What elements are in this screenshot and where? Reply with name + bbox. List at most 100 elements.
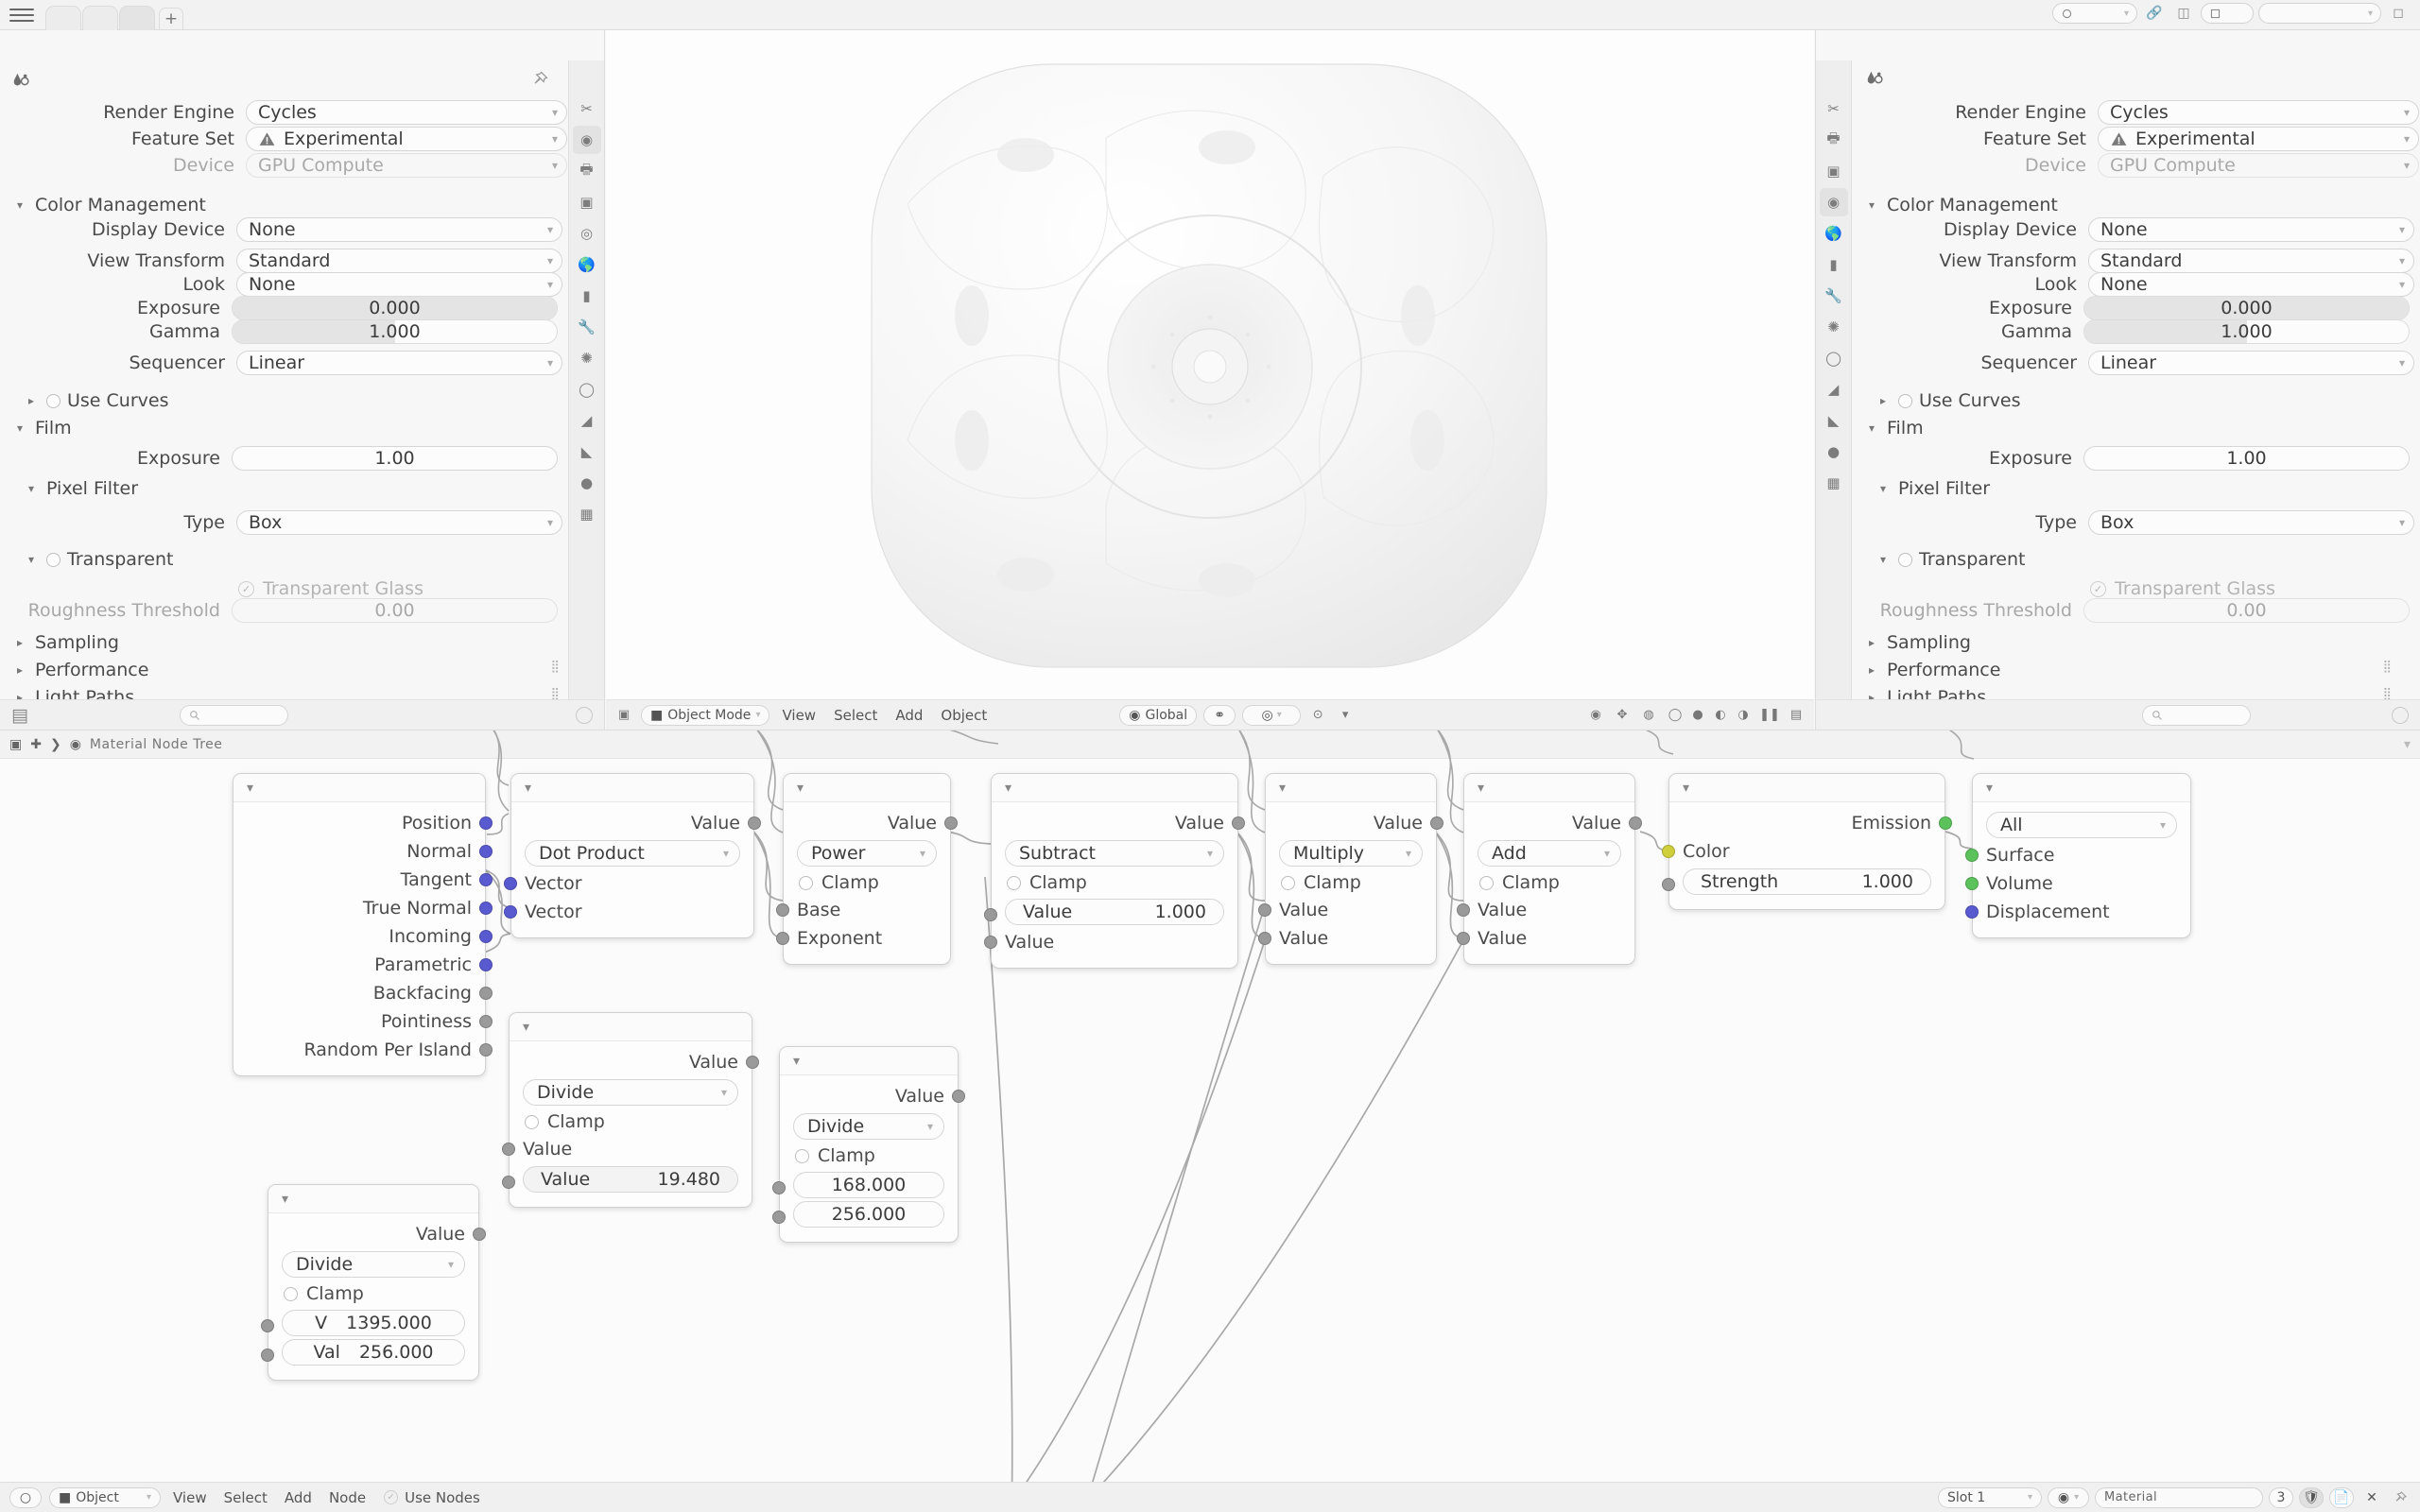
chevron-down-icon[interactable]: ▾ [525,780,532,796]
node-output-incoming[interactable]: Incoming [233,922,493,951]
node-input-vector-1[interactable]: Vector [504,869,753,898]
view-transform-dropdown[interactable]: Standard ▾ [2088,249,2414,273]
tab-constraints[interactable]: ◢ [1827,381,1840,398]
copy-icon[interactable]: ◫ [2177,6,2190,21]
properties-search-input-left[interactable] [180,704,288,726]
tab-view-layer[interactable]: ▣ [1826,163,1841,180]
clamp-row[interactable]: Clamp [784,869,950,896]
clamp-row[interactable]: Clamp [1266,869,1436,896]
socket-incoming[interactable] [479,930,493,943]
socket-exponent[interactable] [776,932,789,945]
node-header[interactable]: ▾ [511,774,753,802]
look-dropdown[interactable]: None ▾ [2088,272,2414,297]
tab-object[interactable]: ▮ [582,287,591,304]
tab-texture[interactable]: ▦ [1826,474,1841,491]
math-multiply-node[interactable]: ▾ Value Multiply ▾ Clamp Value Value [1258,773,1443,965]
fake-user-icon[interactable]: 🛡 [2299,1486,2324,1508]
tab-particles[interactable]: ✺ [1827,318,1840,335]
cursor-icon[interactable]: ○ [9,1486,42,1508]
add-icon[interactable]: ✚ [30,736,42,752]
clamp-checkbox[interactable] [1281,875,1295,890]
socket-value-1[interactable] [1457,903,1470,917]
material-slot-dropdown[interactable]: Slot 1 ▾ [1938,1486,2042,1508]
socket-parametric[interactable] [479,958,493,971]
tab-render[interactable]: ◉ [572,126,601,154]
node-output-emission[interactable]: Emission [1669,809,1952,837]
material-output-node[interactable]: ▾ All ▾ Surface Volume Displacement [1965,773,2191,938]
socket-base[interactable] [776,903,789,917]
snap-target-icon[interactable]: ⊙ [1312,708,1323,722]
display-device-dropdown[interactable]: None ▾ [2088,217,2414,242]
node-input-value-2[interactable]: Value [984,928,1237,956]
view-transform-dropdown[interactable]: Standard ▾ [236,249,562,273]
use-nodes-checkbox[interactable]: ✓ [384,1490,399,1504]
socket-value-2[interactable] [1457,932,1470,945]
node-input-value-2[interactable]: Value [1457,924,1634,953]
pin-icon[interactable] [2390,1487,2411,1508]
socket-vector[interactable] [504,905,517,919]
clamp-checkbox[interactable] [795,1148,809,1163]
wireframe-icon[interactable]: ◯ [1668,708,1683,722]
pause-icon[interactable]: ❚❚ [1759,708,1780,722]
socket-value-2[interactable] [772,1211,786,1224]
shader-node-editor[interactable]: ▣ ✚ ❯ ◉ Material Node Tree ▾ [0,730,2420,1482]
socket-true-normal[interactable] [479,902,493,915]
socket-value[interactable] [473,1228,486,1241]
gamma-slider[interactable]: 1.000 [2083,319,2410,344]
node-output-normal[interactable]: Normal [233,837,493,866]
use-curves-checkbox[interactable] [46,393,60,408]
socket-value-1[interactable] [984,908,997,921]
socket-color[interactable] [1662,845,1675,858]
chevron-down-icon[interactable]: ▾ [1683,780,1690,796]
socket-value-1[interactable] [772,1181,786,1194]
socket-displacement[interactable] [1965,905,1979,919]
node-header[interactable]: ▾ [784,774,950,802]
feature-set-dropdown[interactable]: Experimental ▾ [246,127,567,151]
emission-node[interactable]: ▾ Emission Color Strength 1.000 [1662,773,1952,910]
node-input-exponent[interactable]: Exponent [776,924,950,953]
material-browse-icon[interactable]: ◉ ▾ [2048,1486,2089,1508]
hamburger-icon[interactable] [9,5,34,26]
tab-material[interactable]: ● [1826,443,1841,460]
socket-value-2[interactable] [984,936,997,949]
math-add-node[interactable]: ▾ Value Add ▾ Clamp Value Value [1457,773,1642,965]
geometry-node[interactable]: ▾ Position Normal Tangent True Normal In… [233,773,493,1076]
tab-object[interactable]: ▮ [1829,256,1838,273]
node-input-surface[interactable]: Surface [1965,841,2190,869]
tab-data[interactable]: ◣ [580,443,593,460]
node-output-value[interactable]: Value [268,1220,486,1248]
exposure-slider[interactable]: 0.000 [2083,296,2410,320]
menu-object[interactable]: Object [941,706,988,724]
section-color-management[interactable]: ▾ Color Management [1869,195,2058,215]
socket-value-2[interactable] [1258,932,1271,945]
tab-data[interactable]: ◣ [1827,412,1840,429]
section-transparent[interactable]: ▾ Transparent [28,549,174,570]
section-pixel-filter[interactable]: ▾ Pixel Filter [1880,478,1990,499]
node-output-random-per-island[interactable]: Random Per Island [233,1036,493,1064]
socket-value-1[interactable] [502,1143,515,1156]
tab-physics[interactable]: ◯ [579,381,595,398]
new-material-icon[interactable]: 📄 [2329,1486,2354,1508]
tab-tool[interactable]: ✂ [580,100,593,117]
strength-field[interactable]: Strength 1.000 [1683,868,1931,895]
node-header[interactable]: ▾ [268,1185,478,1213]
section-performance[interactable]: ▸ Performance [1869,660,2000,680]
section-use-curves[interactable]: ▸ Use Curves [1880,390,2021,411]
node-input-color[interactable]: Color [1662,837,1945,866]
value-field-2[interactable]: 256.000 [793,1201,944,1228]
scrollbar-indicator[interactable]: ▾ [2403,736,2411,752]
node-output-tangent[interactable]: Tangent [233,866,493,894]
node-output-value[interactable]: Value [511,809,761,837]
socket-vector[interactable] [504,877,517,890]
workspace-tab-1[interactable] [45,6,81,30]
tab-modifiers[interactable]: 🔧 [1824,287,1842,304]
node-header[interactable]: ▾ [510,1013,752,1041]
pin-icon[interactable] [530,70,549,94]
clamp-row[interactable]: Clamp [1464,869,1634,896]
menu-add[interactable]: Add [284,1488,312,1506]
node-header[interactable]: ▾ [780,1047,958,1075]
options-chevron-icon[interactable]: ▾ [1341,708,1349,722]
socket-value-2[interactable] [502,1176,515,1189]
node-output-value[interactable]: Value [1266,809,1443,837]
render-engine-dropdown[interactable]: Cycles ▾ [246,100,567,125]
